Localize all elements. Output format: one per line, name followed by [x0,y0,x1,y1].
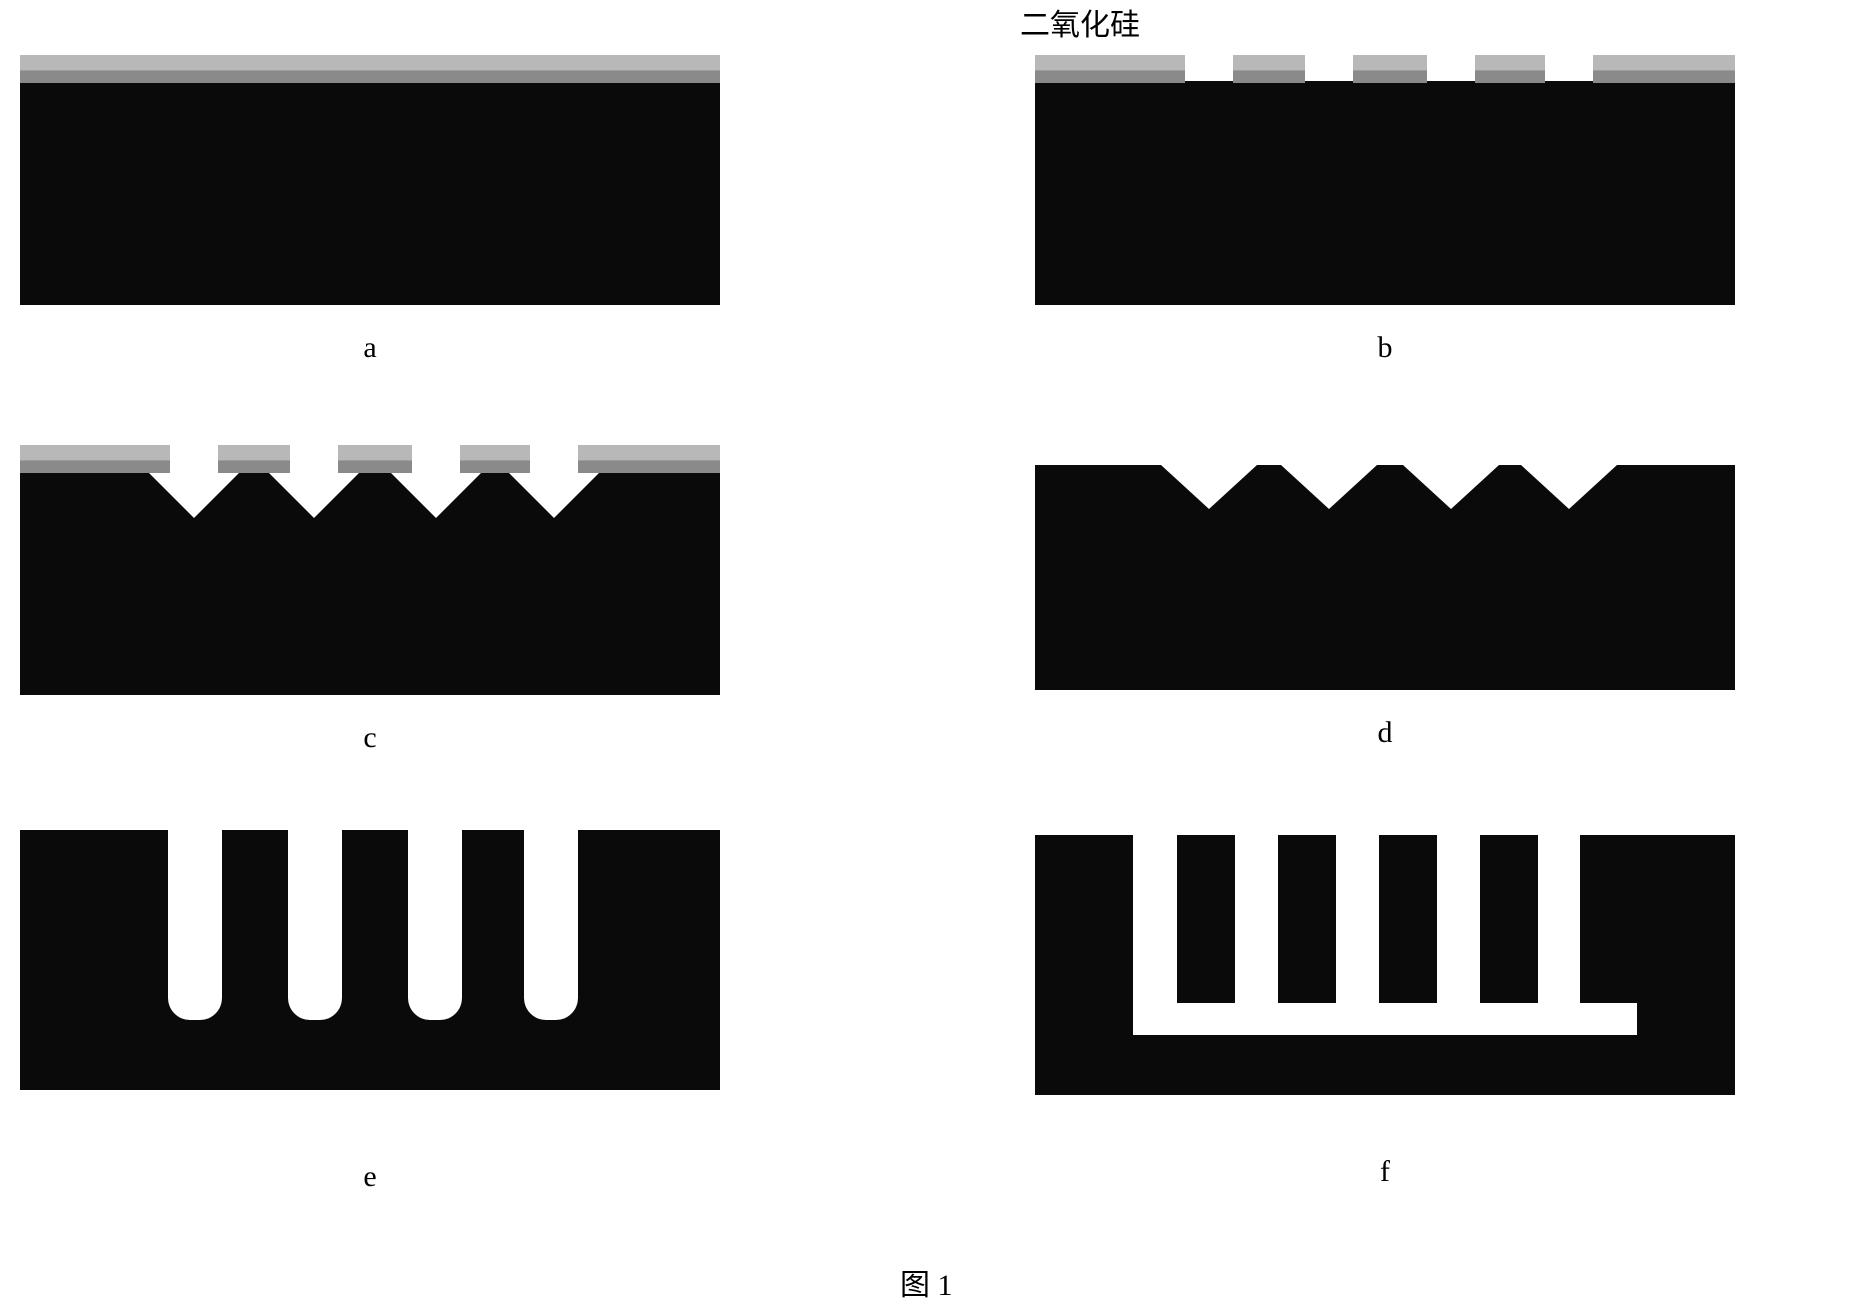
substrate [20,80,720,305]
panel-e-diagram [20,830,720,1090]
panel-a: a [20,55,720,365]
comb-tooth-1 [1278,835,1336,1003]
comb-tooth-3 [1480,835,1538,1003]
panel-a-label: a [363,331,376,365]
panel-d-label: d [1378,716,1393,750]
panel-b: b [1035,55,1735,365]
comb-tooth-0 [1177,835,1235,1003]
panel-f-label: f [1380,1155,1390,1189]
oxide-opening-1 [290,445,338,474]
panel-f-diagram [1035,835,1735,1095]
panel-a-diagram [20,55,720,305]
panel-b-diagram [1035,55,1735,305]
oxide-opening-2 [1427,55,1475,84]
oxide-shade [1035,70,1735,83]
oxide-opening-2 [412,445,460,474]
panel-c-diagram [20,445,720,695]
panel-e: e [20,830,720,1194]
panel-b-label: b [1378,331,1393,365]
substrate [20,470,720,695]
comb-tooth-4 [1580,835,1638,1003]
top-annotation-label: 二氧化硅 [1020,0,1140,44]
figure-caption: 图 1 [900,1260,953,1304]
panel-c: c [20,445,720,755]
substrate [1035,465,1735,690]
oxide-opening-0 [1185,55,1233,84]
substrate [1035,80,1735,305]
page-root: 二氧化硅 a b c d e f 图 1 [0,0,1852,1308]
panel-d: d [1035,440,1735,750]
panel-f: f [1035,835,1735,1189]
panel-d-diagram [1035,440,1735,690]
substrate [20,830,720,1090]
panel-c-label: c [363,721,376,755]
oxide-shade [20,460,720,473]
oxide-opening-1 [1305,55,1353,84]
oxide-opening-3 [1545,55,1593,84]
oxide-opening-0 [170,445,218,474]
oxide-opening-3 [530,445,578,474]
panel-e-label: e [363,1160,376,1194]
comb-tooth-2 [1379,835,1437,1003]
oxide-shade [20,70,720,83]
